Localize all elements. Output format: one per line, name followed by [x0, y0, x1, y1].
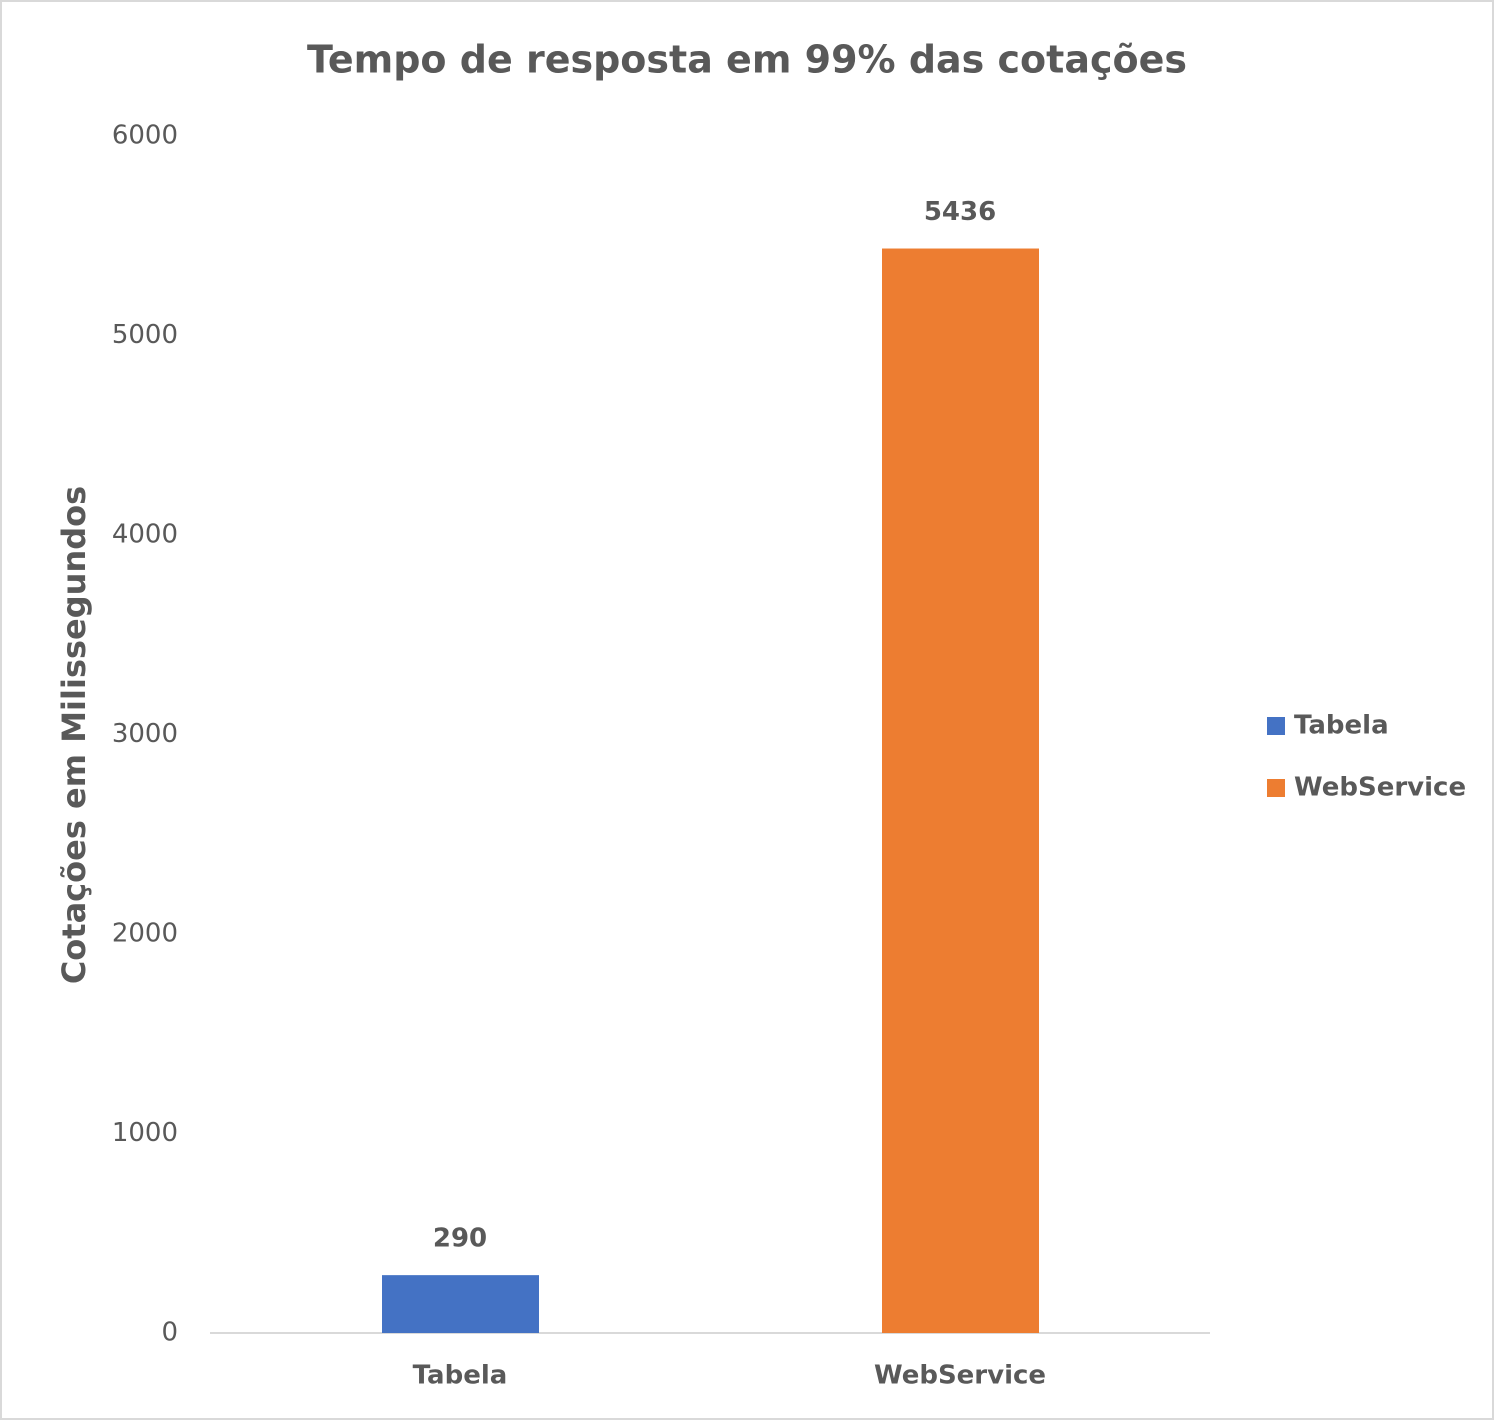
bar — [382, 1275, 539, 1333]
legend-swatch — [1267, 779, 1285, 797]
bar — [882, 248, 1039, 1333]
y-tick-label: 6000 — [112, 121, 178, 151]
y-tick-label: 4000 — [112, 520, 178, 550]
y-tick-label: 1000 — [112, 1118, 178, 1148]
legend-label: WebService — [1294, 773, 1466, 803]
y-axis-label: Cotações em Milissegundos — [55, 486, 93, 984]
y-tick-label: 3000 — [112, 719, 178, 749]
data-label: 5436 — [924, 197, 996, 227]
y-tick-label: 2000 — [112, 919, 178, 949]
data-label: 290 — [433, 1224, 487, 1254]
legend-swatch — [1267, 717, 1285, 735]
y-tick-label: 5000 — [112, 320, 178, 350]
x-tick-label: Tabela — [413, 1361, 508, 1391]
legend-label: Tabela — [1294, 711, 1389, 741]
chart-title: Tempo de resposta em 99% das cotações — [307, 38, 1187, 82]
x-tick-label: WebService — [874, 1361, 1046, 1391]
y-tick-label: 0 — [161, 1318, 178, 1348]
